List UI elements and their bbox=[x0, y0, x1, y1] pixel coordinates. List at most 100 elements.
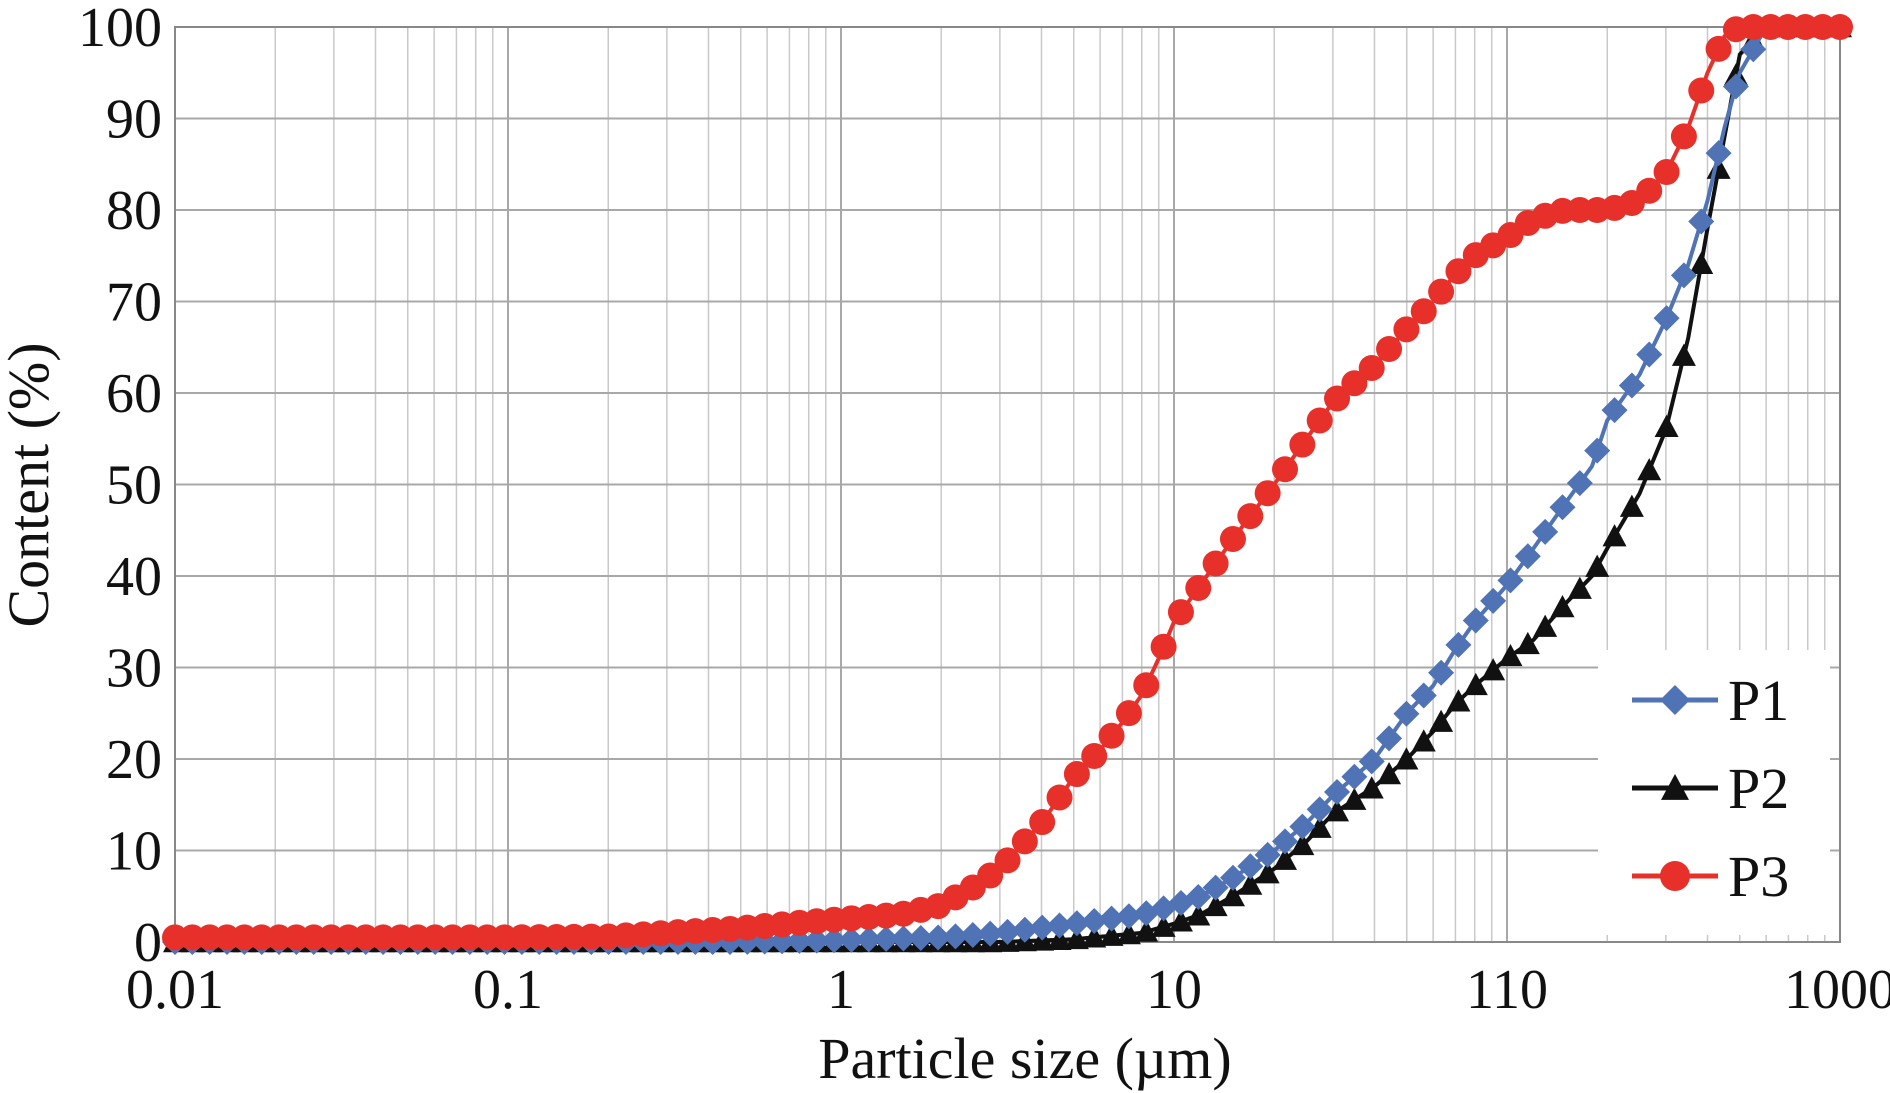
data-point-p2 bbox=[1602, 524, 1627, 547]
data-point-p3 bbox=[994, 847, 1021, 874]
data-point-p3 bbox=[1827, 14, 1853, 40]
data-point-p3 bbox=[1081, 742, 1108, 769]
data-point-p1 bbox=[977, 920, 1004, 947]
data-point-p3 bbox=[1306, 407, 1333, 434]
data-point-p1 bbox=[1324, 778, 1351, 805]
data-point-p1 bbox=[1410, 682, 1437, 709]
data-point-p2 bbox=[1377, 762, 1402, 785]
data-point-p1 bbox=[942, 923, 969, 950]
data-point-p2 bbox=[1654, 414, 1679, 438]
data-point-p1 bbox=[855, 926, 882, 953]
data-point-p2 bbox=[1429, 709, 1454, 732]
y-tick-labels: 0 10 20 30 40 50 60 70 80 90 100 bbox=[78, 0, 162, 974]
data-point-p2 bbox=[1446, 689, 1471, 712]
legend-marker-p3 bbox=[1660, 861, 1690, 891]
data-point-p1 bbox=[1046, 912, 1073, 939]
data-point-p1 bbox=[1497, 567, 1524, 594]
data-point-p3 bbox=[1688, 77, 1715, 104]
data-point-p1 bbox=[1219, 864, 1246, 891]
legend-label-p1: P1 bbox=[1728, 668, 1789, 733]
data-point-p1 bbox=[1722, 73, 1749, 100]
data-point-p2 bbox=[1220, 884, 1245, 907]
data-point-p1 bbox=[1376, 725, 1403, 752]
data-point-p3 bbox=[1150, 633, 1177, 660]
y-tick-label: 80 bbox=[106, 180, 162, 242]
y-axis-title: Content (%) bbox=[0, 342, 61, 627]
y-tick-label: 20 bbox=[106, 729, 162, 791]
y-tick-label: 70 bbox=[106, 272, 162, 334]
y-tick-label: 0 bbox=[134, 912, 162, 974]
data-point-p3 bbox=[1393, 316, 1420, 343]
data-point-p1 bbox=[890, 925, 917, 952]
data-point-p1 bbox=[1202, 874, 1229, 901]
data-point-p1 bbox=[1566, 470, 1593, 497]
data-point-p2 bbox=[1567, 576, 1592, 599]
x-tick-label: 0.1 bbox=[473, 959, 543, 1021]
data-point-p2 bbox=[1325, 799, 1350, 822]
data-point-p1 bbox=[1011, 916, 1038, 943]
x-axis-title: Particle size (µm) bbox=[818, 1026, 1231, 1091]
data-point-p1 bbox=[1428, 659, 1455, 686]
data-point-p2 bbox=[1290, 832, 1315, 856]
data-point-p3 bbox=[1063, 761, 1090, 788]
data-point-p2 bbox=[1359, 776, 1384, 799]
data-point-p1 bbox=[1445, 631, 1472, 658]
data-point-p2 bbox=[1637, 458, 1662, 481]
data-point-p1 bbox=[1393, 700, 1420, 727]
data-point-p1 bbox=[1618, 372, 1645, 399]
data-point-p2 bbox=[1689, 251, 1714, 274]
data-point-p1 bbox=[1063, 910, 1090, 937]
data-point-p2 bbox=[1463, 672, 1488, 696]
data-point-p3 bbox=[1289, 431, 1316, 458]
data-point-p2 bbox=[1585, 554, 1610, 577]
data-point-p1 bbox=[838, 926, 865, 953]
legend-box bbox=[1598, 650, 1830, 935]
data-point-p1 bbox=[1289, 813, 1316, 840]
data-point-p3 bbox=[1670, 123, 1697, 150]
data-point-p2 bbox=[1099, 923, 1124, 946]
data-point-p1 bbox=[925, 924, 952, 951]
data-point-p2 bbox=[1255, 861, 1280, 884]
y-tick-label: 100 bbox=[78, 0, 162, 59]
legend-label-p3: P3 bbox=[1728, 844, 1789, 909]
data-point-p2 bbox=[1273, 847, 1297, 870]
data-point-p2 bbox=[1515, 631, 1540, 655]
data-point-p2 bbox=[1047, 927, 1072, 950]
data-point-p1 bbox=[1688, 208, 1715, 235]
data-point-p1 bbox=[1740, 36, 1767, 63]
data-point-p2 bbox=[1394, 747, 1419, 770]
data-point-p3 bbox=[1358, 354, 1385, 381]
data-point-p3 bbox=[1653, 159, 1680, 186]
data-point-p1 bbox=[1358, 748, 1385, 775]
data-point-p1 bbox=[873, 925, 900, 952]
data-point-p1 bbox=[1237, 853, 1264, 880]
x-tick-label: 110 bbox=[1466, 959, 1548, 1021]
data-point-p3 bbox=[1445, 258, 1472, 285]
data-point-p1 bbox=[1653, 305, 1680, 332]
data-point-p3 bbox=[977, 862, 1004, 889]
series-layer bbox=[162, 14, 1853, 955]
x-tick-label: 10 bbox=[1146, 959, 1202, 1021]
x-tick-label: 1000 bbox=[1784, 959, 1890, 1021]
data-point-p1 bbox=[1098, 905, 1125, 932]
data-point-p1 bbox=[959, 921, 986, 948]
data-point-p3 bbox=[1324, 385, 1351, 412]
data-point-p1 bbox=[1584, 437, 1611, 464]
data-point-p1 bbox=[1341, 763, 1368, 790]
data-point-p3 bbox=[1254, 480, 1281, 507]
data-point-p3 bbox=[1341, 370, 1368, 397]
data-point-p3 bbox=[1133, 672, 1160, 699]
data-point-p2 bbox=[1533, 614, 1558, 637]
legend-marker-p1 bbox=[1660, 685, 1690, 715]
data-point-p1 bbox=[821, 927, 848, 954]
data-point-p2 bbox=[1550, 595, 1575, 618]
data-point-p1 bbox=[1532, 518, 1559, 545]
data-point-p1 bbox=[1480, 587, 1507, 614]
data-point-p1 bbox=[786, 927, 813, 954]
data-point-p2 bbox=[1116, 922, 1141, 945]
data-point-p1 bbox=[1549, 494, 1576, 521]
data-point-p1 bbox=[1462, 607, 1489, 634]
y-tick-label: 10 bbox=[106, 821, 162, 883]
data-point-p1 bbox=[1514, 543, 1541, 570]
